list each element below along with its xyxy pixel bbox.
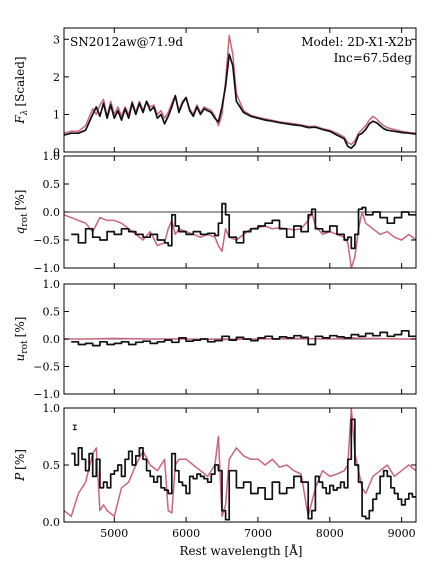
panel-p: 0.0 0.5 1.0 5000 6000 7000 8000 9000 P [%] bbox=[13, 402, 417, 540]
p-ytick-label: 1.0 bbox=[43, 402, 61, 415]
p-ytick-label: 0.5 bbox=[43, 459, 61, 472]
panel-q: −1.0 −0.5 0.0 0.5 1.0 qrot [%] bbox=[13, 150, 417, 275]
q-ytick-label: −0.5 bbox=[33, 234, 60, 247]
p-observed-line bbox=[71, 418, 416, 521]
flux-model-line bbox=[64, 34, 416, 146]
flux-ticks: 0 1 2 3 bbox=[53, 28, 416, 159]
u-ytick-label: 1.0 bbox=[43, 278, 61, 291]
u-ylabel-sub: rot bbox=[20, 340, 30, 354]
p-xtick-label: 5000 bbox=[100, 527, 128, 540]
p-ylabel-main: P bbox=[13, 472, 27, 482]
p-xtick-label: 6000 bbox=[172, 527, 200, 540]
q-series bbox=[64, 202, 416, 268]
flux-axes-frame bbox=[63, 27, 417, 153]
p-series bbox=[64, 408, 416, 521]
u-observed-line bbox=[71, 329, 416, 347]
q-ytick-label: 0.5 bbox=[43, 178, 61, 191]
q-ylabel: qrot [%] bbox=[13, 190, 30, 235]
inclination-label: Inc=67.5deg bbox=[334, 51, 413, 65]
q-observed-line bbox=[71, 202, 416, 250]
p-ylabel: P [%] bbox=[13, 449, 27, 482]
q-ytick-label: 0.0 bbox=[43, 206, 61, 219]
p-ytick-label: 0.0 bbox=[43, 516, 61, 529]
flux-ytick-label: 1 bbox=[53, 108, 60, 121]
p-xtick-label: 9000 bbox=[388, 527, 416, 540]
flux-ylabel-sub: λ bbox=[20, 110, 30, 117]
p-ylabel-rest: [%] bbox=[13, 449, 27, 470]
q-ytick-label: −1.0 bbox=[33, 262, 60, 275]
object-epoch-label: SN2012aw@71.9d bbox=[70, 35, 183, 49]
panel-u: −1.0 −0.5 0.0 0.5 1.0 urot [%] bbox=[13, 278, 417, 401]
q-model-line bbox=[64, 211, 416, 268]
p-error-bar bbox=[72, 424, 77, 431]
flux-ylabel-main: F bbox=[13, 115, 27, 125]
panel-flux: 0 1 2 3 Fλ [Scaled] SN2012aw@71.9d Model: 2D… bbox=[13, 27, 417, 159]
p-ticks: 0.0 0.5 1.0 5000 6000 7000 8000 9000 bbox=[43, 402, 416, 540]
q-ylabel-rest: [%] bbox=[13, 190, 27, 211]
u-series bbox=[64, 329, 416, 347]
model-name-label: Model: 2D-X1-X2b bbox=[301, 35, 412, 49]
flux-ylabel: Fλ [Scaled] bbox=[13, 56, 30, 124]
flux-ytick-label: 2 bbox=[53, 71, 60, 84]
p-xtick-label: 8000 bbox=[316, 527, 344, 540]
x-axis-title: Rest wavelength [Å] bbox=[180, 543, 303, 558]
flux-observed-line bbox=[64, 53, 416, 150]
q-ylabel-main: q bbox=[13, 226, 27, 234]
u-ylabel: urot [%] bbox=[13, 317, 30, 362]
p-xtick-label: 7000 bbox=[244, 527, 272, 540]
u-ytick-label: −0.5 bbox=[33, 361, 60, 374]
q-ylabel-sub: rot bbox=[20, 213, 30, 227]
q-ytick-label: 1.0 bbox=[43, 150, 61, 163]
flux-ylabel-rest: [Scaled] bbox=[13, 56, 27, 106]
q-ticks: −1.0 −0.5 0.0 0.5 1.0 bbox=[33, 150, 416, 275]
u-ylabel-rest: [%] bbox=[13, 317, 27, 338]
p-model-line bbox=[64, 408, 416, 518]
u-ytick-label: 0.0 bbox=[43, 333, 61, 346]
flux-ytick-label: 0 bbox=[53, 146, 60, 159]
flux-ytick-label: 3 bbox=[53, 33, 60, 46]
u-ytick-label: −1.0 bbox=[33, 388, 60, 401]
u-ylabel-main: u bbox=[13, 354, 27, 362]
flux-series bbox=[64, 34, 416, 150]
u-ytick-label: 0.5 bbox=[43, 306, 61, 319]
u-ticks: −1.0 −0.5 0.0 0.5 1.0 bbox=[33, 278, 416, 401]
